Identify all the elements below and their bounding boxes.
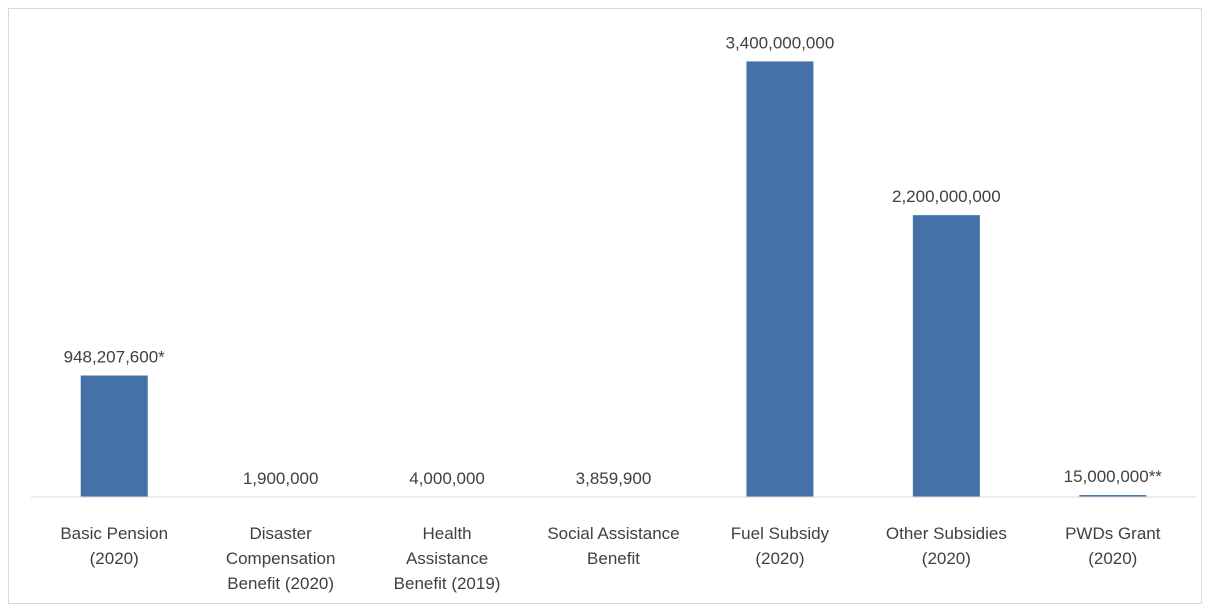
category-label-line: PWDs Grant <box>1065 524 1161 543</box>
category-label-line: (2020) <box>90 549 139 568</box>
category-label-line: Basic Pension <box>60 524 168 543</box>
bars-group <box>80 61 1147 498</box>
category-label: PWDs Grant (2020) <box>1065 524 1161 568</box>
value-label: 2,200,000,000 <box>892 187 1001 206</box>
category-label: Social Assistance Benefit <box>547 524 679 568</box>
category-label-line: Assistance <box>406 549 488 568</box>
category-label-line: (2020) <box>922 549 971 568</box>
value-labels-group: 948,207,600* 1,900,000 4,000,000 3,859,900 3… <box>64 33 1163 488</box>
category-label-line: Social Assistance <box>547 524 679 543</box>
bar <box>80 375 148 497</box>
category-label: Health Assistance Benefit (2019) <box>394 524 501 593</box>
category-label: Disaster Compensation Benefit (2020) <box>226 524 336 593</box>
category-label: Basic Pension (2020) <box>60 524 168 568</box>
category-label-line: (2020) <box>1088 549 1137 568</box>
category-label: Other Subsidies (2020) <box>886 524 1007 568</box>
category-label-line: Fuel Subsidy <box>731 524 830 543</box>
value-label: 15,000,000** <box>1064 467 1163 486</box>
bar <box>746 61 814 498</box>
bar <box>912 215 980 497</box>
value-label: 3,400,000,000 <box>726 33 835 52</box>
category-label-line: Health <box>423 524 472 543</box>
value-label: 948,207,600* <box>64 348 166 367</box>
chart-frame <box>8 8 1202 604</box>
bar <box>1079 495 1147 497</box>
category-label-line: Compensation <box>226 549 336 568</box>
value-label: 4,000,000 <box>409 469 485 488</box>
category-label-line: (2020) <box>755 549 804 568</box>
value-label: 1,900,000 <box>243 469 319 488</box>
category-label-line: Benefit (2019) <box>394 574 501 593</box>
category-label-line: Benefit (2020) <box>227 574 334 593</box>
category-label: Fuel Subsidy (2020) <box>731 524 830 568</box>
category-labels-group: Basic Pension (2020) Disaster Compensation B… <box>60 524 1160 593</box>
category-label-line: Disaster <box>249 524 312 543</box>
category-label-line: Benefit <box>587 549 640 568</box>
value-label: 3,859,900 <box>576 469 652 488</box>
category-label-line: Other Subsidies <box>886 524 1007 543</box>
